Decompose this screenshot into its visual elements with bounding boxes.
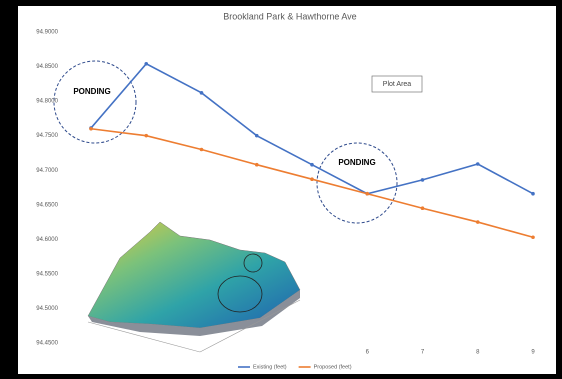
annotation: Plot Area bbox=[383, 81, 412, 88]
y-tick-label: 94.8000 bbox=[36, 99, 58, 105]
x-tick-label: 6 bbox=[366, 350, 370, 356]
point bbox=[531, 191, 535, 196]
legend-label: Existing (feet) bbox=[253, 364, 287, 370]
surface-image bbox=[87, 221, 301, 353]
point bbox=[199, 147, 204, 152]
annotation: PONDING bbox=[338, 158, 375, 167]
y-tick-label: 94.7500 bbox=[36, 133, 58, 139]
point bbox=[475, 162, 480, 166]
ponding-circle bbox=[53, 60, 137, 144]
x-tick-label: 9 bbox=[531, 350, 535, 356]
point bbox=[199, 91, 204, 95]
point bbox=[310, 177, 314, 182]
x-tick-label: 7 bbox=[421, 350, 425, 356]
point bbox=[420, 178, 425, 182]
y-tick-label: 94.6500 bbox=[36, 202, 58, 208]
chart-title: Brookland Park & Hawthorne Ave bbox=[223, 11, 356, 21]
plot-area-tooltip bbox=[371, 75, 423, 93]
point bbox=[144, 133, 149, 138]
y-tick-label: 94.9000 bbox=[36, 30, 58, 36]
point bbox=[475, 220, 480, 224]
point bbox=[254, 133, 259, 138]
point bbox=[310, 162, 314, 167]
y-tick-label: 94.7000 bbox=[36, 168, 58, 174]
annotation: PONDING bbox=[73, 87, 110, 96]
ponding-circle bbox=[316, 142, 398, 224]
y-tick-label: 94.4500 bbox=[36, 341, 58, 347]
legend-label: Proposed (feet) bbox=[314, 364, 352, 370]
point bbox=[365, 191, 370, 196]
point bbox=[420, 206, 425, 211]
point bbox=[144, 61, 149, 66]
x-tick-label: 8 bbox=[476, 350, 480, 356]
y-tick-label: 94.5000 bbox=[36, 306, 58, 312]
y-tick-label: 94.8500 bbox=[36, 64, 58, 70]
point bbox=[531, 235, 535, 240]
point bbox=[89, 126, 93, 131]
y-tick-label: 94.6000 bbox=[36, 237, 58, 243]
y-tick-label: 94.5500 bbox=[36, 271, 58, 277]
point bbox=[254, 162, 259, 167]
